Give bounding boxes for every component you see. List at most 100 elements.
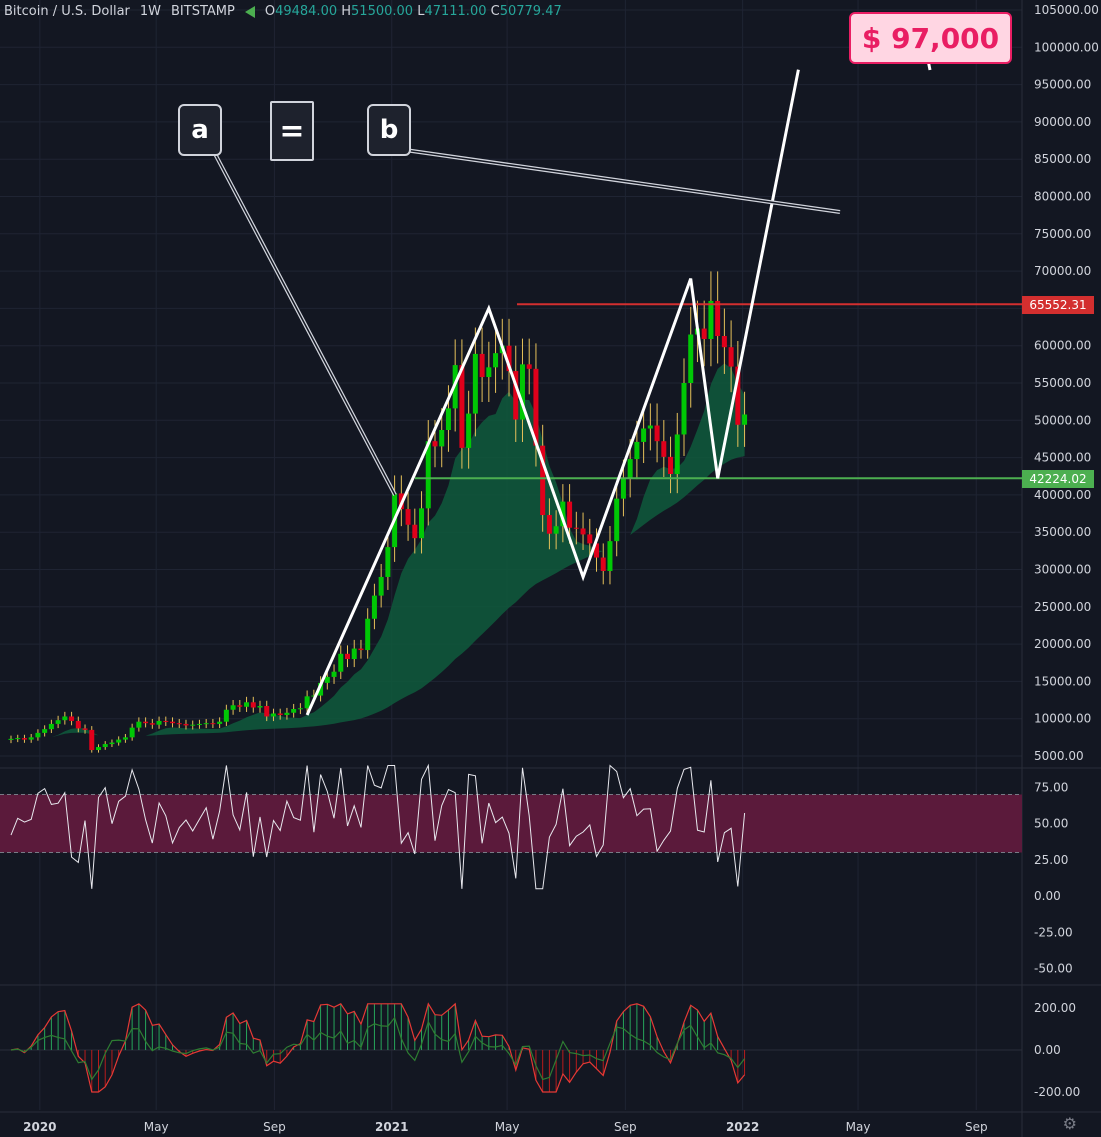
rsi-axis-tick-label: 0.00 <box>1034 889 1061 903</box>
open-value: 49484.00 <box>275 4 338 19</box>
equals-label[interactable]: = <box>270 101 314 161</box>
candle-body <box>425 441 431 509</box>
candle-body <box>445 408 451 430</box>
candle-body <box>735 366 741 425</box>
candle-body <box>75 720 81 729</box>
candle-body <box>459 365 465 448</box>
price-axis-tick-label: 70000.00 <box>1034 264 1091 278</box>
close-value: 50779.47 <box>499 4 562 19</box>
time-axis-tick-label: 2022 <box>726 1120 759 1134</box>
candle-body <box>405 509 411 525</box>
candle-body <box>647 425 653 429</box>
candle-body <box>472 353 478 414</box>
candle-body <box>176 723 182 725</box>
candle-body <box>102 744 108 748</box>
candle-body <box>48 723 54 730</box>
flag-icon <box>244 5 255 18</box>
candle-body <box>210 723 216 725</box>
price-axis-tick-label: 25000.00 <box>1034 600 1091 614</box>
candle-body <box>479 353 485 378</box>
candle-body <box>304 696 310 709</box>
candle-body <box>297 708 303 710</box>
candle-body <box>634 441 640 460</box>
gear-icon[interactable]: ⚙ <box>1062 1114 1077 1133</box>
candle-body <box>688 334 694 383</box>
time-axis-tick-label: May <box>144 1120 169 1134</box>
price-axis-tick-label: 95000.00 <box>1034 78 1091 92</box>
close-label: C <box>490 4 500 19</box>
candle-body <box>143 721 149 724</box>
candle-body <box>681 383 687 435</box>
candle-body <box>338 653 344 672</box>
time-axis-tick-label: May <box>846 1120 871 1134</box>
resistance-price-tag: 65552.31 <box>1022 296 1094 314</box>
price-axis-tick-label: 10000.00 <box>1034 712 1091 726</box>
oscillator-axis-tick-label: 200.00 <box>1034 1001 1076 1015</box>
price-axis-tick-label: 35000.00 <box>1034 525 1091 539</box>
candle-body <box>203 723 209 725</box>
candle-body <box>661 441 667 457</box>
price-axis-tick-label: 55000.00 <box>1034 376 1091 390</box>
time-axis-tick-label: Sep <box>614 1120 637 1134</box>
candle-body <box>284 712 290 715</box>
time-axis-tick-label: 2021 <box>375 1120 408 1134</box>
candle-body <box>526 364 532 369</box>
candle-body <box>701 328 707 339</box>
candle-body <box>69 716 75 721</box>
price-axis-tick-label: 20000.00 <box>1034 637 1091 651</box>
leg-b-callout-line <box>404 149 841 213</box>
candle-body <box>277 713 283 715</box>
candle-body <box>270 713 276 717</box>
candle-body <box>728 347 734 367</box>
price-axis-tick-label: 105000.00 <box>1034 3 1099 17</box>
leg-b-label[interactable]: b <box>367 104 411 156</box>
candle-body <box>82 728 88 730</box>
price-axis-tick-label: 90000.00 <box>1034 115 1091 129</box>
price-axis-tick-label: 80000.00 <box>1034 190 1091 204</box>
candle-body <box>122 737 128 740</box>
candle-body <box>62 716 68 721</box>
price-axis-tick-label: 100000.00 <box>1034 40 1099 54</box>
candle-body <box>513 371 519 420</box>
open-label: O <box>264 4 276 19</box>
candle-body <box>331 671 337 677</box>
price-axis-tick-label: 85000.00 <box>1034 152 1091 166</box>
candle-body <box>55 720 61 724</box>
candle-body <box>567 501 573 528</box>
candle-body <box>573 527 579 529</box>
rsi-axis-tick-label: -25.00 <box>1034 925 1073 939</box>
candle-body <box>311 695 317 697</box>
symbol-header[interactable]: Bitcoin / U.S. Dollar 1W BITSTAMP O49484… <box>4 4 562 19</box>
candle-body <box>371 595 377 619</box>
candle-body <box>109 742 115 745</box>
candle-body <box>230 705 236 710</box>
candle-body <box>506 345 512 372</box>
candle-body <box>42 729 48 733</box>
candle-body <box>546 515 552 534</box>
candle-body <box>163 720 169 722</box>
leg-a-callout-line <box>212 149 396 496</box>
rsi-line <box>10 763 746 890</box>
high-label: H <box>341 4 352 19</box>
candle-body <box>412 524 418 539</box>
candle-body <box>580 528 586 535</box>
time-axis-tick-label: Sep <box>263 1120 286 1134</box>
candle-body <box>116 739 122 743</box>
candle-body <box>385 547 391 577</box>
exchange-label: BITSTAMP <box>171 4 235 19</box>
rsi-band <box>0 794 1022 853</box>
price-target-label[interactable]: $ 97,000 <box>849 12 1012 64</box>
candle-body <box>600 557 606 571</box>
candle-body <box>28 737 34 740</box>
candle-body <box>627 459 633 479</box>
leg-a-label[interactable]: a <box>178 104 222 156</box>
candle-body <box>244 702 250 707</box>
candle-body <box>668 456 674 475</box>
time-axis-tick-label: Sep <box>965 1120 988 1134</box>
candle-body <box>708 300 714 339</box>
candle-body <box>156 720 162 725</box>
candle-body <box>170 721 176 724</box>
candle-body <box>136 721 142 728</box>
candle-body <box>365 618 371 651</box>
